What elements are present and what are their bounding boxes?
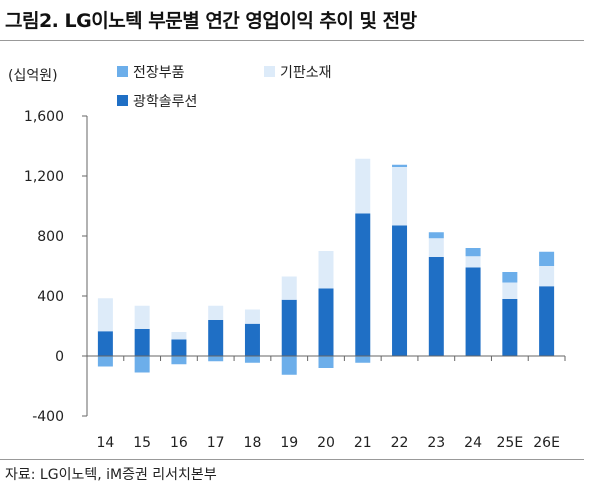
legend-label: 기판소재 [280,65,332,81]
x-tick-label: 14 [96,435,114,451]
y-tick-label: 400 [37,289,64,305]
bar-segment [428,232,444,239]
source-divider [0,459,584,460]
axes-group: -400 0 400 800 1,200 1,600 14 15 16 17 18 19 20 21 22 2… [24,109,566,451]
x-tick-label: 18 [244,435,262,451]
bar-segment [539,286,555,356]
y-axis-unit-label: (십억원) [8,68,58,84]
bar-segment [465,256,481,268]
y-tick-label: 1,600 [24,109,64,125]
bars-group [97,158,555,375]
bar-segment [134,305,150,329]
bar-segment [318,288,334,356]
y-tick-label: 800 [37,229,64,245]
x-tick-label: 21 [354,435,372,451]
y-tick-label: 1,200 [24,169,64,185]
bar-segment [355,356,371,363]
y-tick-label: -400 [32,409,64,425]
bar-segment [539,266,555,287]
bar-segment [171,332,187,340]
x-tick-label: 23 [427,435,445,451]
x-tick-label: 25E [497,435,524,451]
source-note: 자료: LG이노텍, iM증권 리서치본부 [5,467,217,483]
legend-swatch [117,66,128,77]
bar-segment [97,331,113,356]
title-divider [0,40,584,41]
x-tick-label: 20 [317,435,335,451]
x-tick-label: 24 [464,435,482,451]
legend-label: 전장부품 [133,65,185,81]
bar-segment [392,164,408,167]
x-tick-label: 15 [133,435,151,451]
bar-segment [281,276,297,300]
bar-segment [465,248,481,257]
bar-segment [502,272,518,283]
legend-label: 광학솔루션 [133,94,197,110]
bar-segment [97,298,113,332]
x-tick-label: 17 [207,435,225,451]
x-tick-label: 16 [170,435,188,451]
bar-segment [318,356,334,368]
x-tick-label: 22 [391,435,409,451]
bar-segment [97,356,113,367]
bar-segment [318,251,334,289]
bar-segment [465,267,481,356]
bar-segment [539,251,555,266]
bar-segment [428,257,444,356]
bar-segment [208,356,224,362]
bar-segment [502,282,518,299]
bar-segment [171,356,187,365]
x-tick-label: 26E [533,435,560,451]
bar-segment [392,167,408,226]
bar-segment [392,225,408,356]
chart-title: 그림2. LG이노텍 부문별 연간 영업이익 추이 및 전망 [5,10,417,32]
bar-segment [208,320,224,356]
legend-swatch [264,66,275,77]
bar-segment [134,356,150,373]
y-tick-label: 0 [55,349,64,365]
bar-segment [244,309,260,324]
bar-segment [208,305,224,320]
x-tick-label: 19 [280,435,298,451]
bar-segment [244,323,260,356]
bar-segment [355,158,371,214]
bar-segment [171,339,187,356]
bar-segment [244,356,260,363]
bar-segment [428,238,444,257]
bar-segment [281,299,297,356]
bar-segment [281,356,297,375]
bar-segment [134,329,150,356]
legend-swatch [117,95,128,106]
bar-segment [355,213,371,356]
bar-segment [502,299,518,356]
